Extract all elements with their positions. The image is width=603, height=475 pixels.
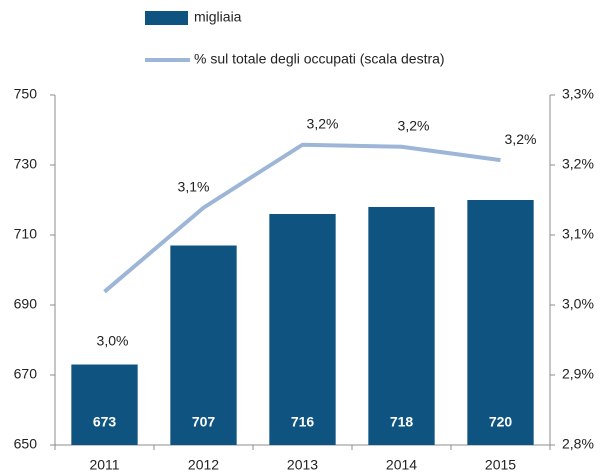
x-tick-label: 2012 bbox=[188, 457, 219, 473]
y-tick-label: 750 bbox=[14, 86, 38, 102]
y-tick-label: 690 bbox=[14, 296, 38, 312]
bar bbox=[71, 364, 138, 445]
y-tick-label: 730 bbox=[14, 156, 38, 172]
x-tick-label: 2011 bbox=[89, 457, 119, 473]
line-value-label: 3,2% bbox=[398, 118, 430, 134]
x-tick-label: 2015 bbox=[485, 457, 516, 473]
x-tick-label: 2013 bbox=[287, 457, 318, 473]
bar-value-label: 718 bbox=[390, 414, 414, 430]
line-value-label: 3,0% bbox=[97, 332, 129, 348]
bar-value-label: 716 bbox=[291, 414, 315, 430]
legend-label: % sul totale degli occupati (scala destr… bbox=[194, 51, 445, 67]
y2-tick-label: 2,9% bbox=[562, 366, 594, 382]
y2-tick-label: 2,8% bbox=[562, 436, 594, 452]
y2-tick-label: 3,0% bbox=[562, 296, 594, 312]
y-tick-label: 710 bbox=[14, 226, 38, 242]
y2-tick-label: 3,2% bbox=[562, 156, 594, 172]
y2-tick-label: 3,3% bbox=[562, 86, 594, 102]
bar-value-label: 707 bbox=[192, 414, 216, 430]
line-value-label: 3,2% bbox=[505, 131, 537, 147]
bar-value-label: 720 bbox=[489, 414, 513, 430]
legend-label: migliaia bbox=[194, 9, 242, 25]
bar bbox=[269, 214, 336, 445]
bar bbox=[170, 245, 237, 445]
y2-tick-label: 3,1% bbox=[562, 226, 594, 242]
line-value-label: 3,1% bbox=[178, 178, 210, 194]
line-value-label: 3,2% bbox=[307, 115, 339, 131]
bar bbox=[467, 200, 534, 445]
bar-value-label: 673 bbox=[93, 414, 117, 430]
x-tick-label: 2014 bbox=[386, 457, 417, 473]
y-tick-label: 650 bbox=[14, 436, 38, 452]
y-tick-label: 670 bbox=[14, 366, 38, 382]
line bbox=[103, 142, 501, 294]
bar bbox=[368, 207, 435, 445]
legend-swatch bbox=[145, 11, 188, 25]
